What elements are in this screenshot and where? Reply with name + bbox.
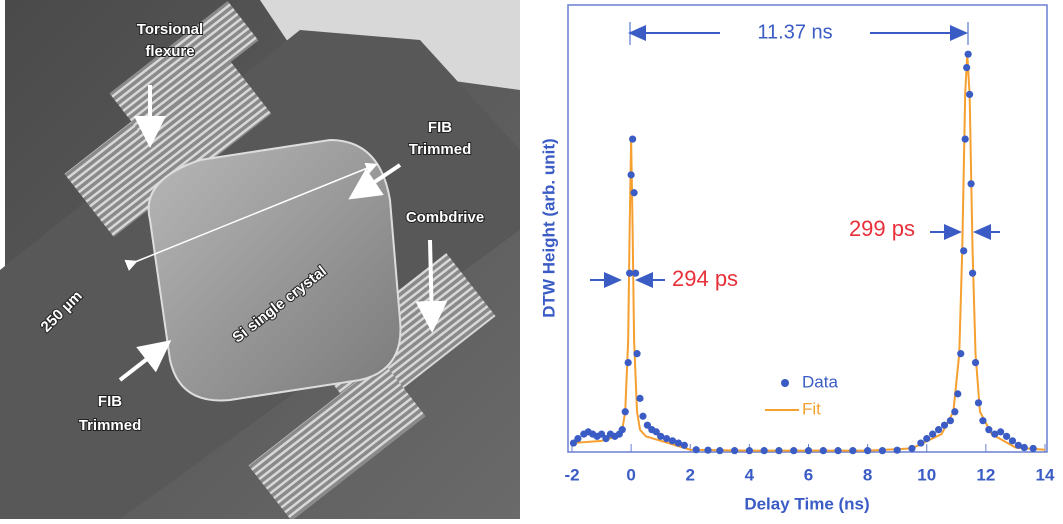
- data-point: [951, 408, 959, 416]
- x-tick-label: 10: [917, 465, 936, 484]
- data-point: [602, 434, 610, 443]
- label: Torsional: [137, 21, 203, 38]
- data-point: [908, 444, 916, 453]
- data-point: [629, 135, 637, 143]
- data-point: [960, 247, 968, 255]
- x-tick-label: 6: [804, 465, 813, 484]
- data-point: [946, 417, 955, 425]
- data-point: [657, 432, 665, 440]
- data-point: [929, 430, 937, 438]
- data-point: [692, 446, 700, 454]
- label: FIB: [98, 393, 122, 410]
- x-tick-label: 2: [686, 465, 695, 484]
- data-point: [954, 390, 962, 398]
- data-point: [663, 434, 671, 443]
- data-point: [1002, 432, 1011, 440]
- data-point: [1020, 443, 1028, 452]
- data-point: [730, 447, 739, 455]
- sem-image: Torsional flexure FIB Trimmed Combdrive …: [0, 0, 520, 521]
- data-point: [626, 269, 634, 277]
- data-point: [961, 135, 969, 143]
- label: flexure: [145, 43, 194, 60]
- legend-label: Fit: [802, 399, 821, 418]
- data-point: [804, 447, 813, 455]
- legend-marker: [781, 379, 789, 387]
- data-point: [917, 439, 925, 447]
- annotation: 11.37 ns: [757, 21, 832, 43]
- data-point: [934, 426, 943, 434]
- data-point: [668, 437, 677, 445]
- annotation: 294 ps: [672, 266, 738, 291]
- data-point: [760, 447, 768, 455]
- data-point: [834, 447, 842, 455]
- data-point: [624, 359, 632, 367]
- data-point: [621, 408, 629, 416]
- x-tick-label: 0: [626, 465, 635, 484]
- data-point: [652, 428, 660, 436]
- y-axis-label: DTW Height (arb. unit): [539, 138, 558, 317]
- x-tick-label: 14: [1036, 465, 1055, 484]
- data-point: [680, 441, 688, 449]
- data-point: [967, 180, 975, 188]
- data-point: [618, 426, 626, 434]
- data-point: [775, 447, 783, 455]
- label: FIB: [428, 119, 452, 136]
- data-point: [997, 428, 1005, 436]
- data-point: [790, 447, 798, 455]
- data-point: [569, 439, 578, 447]
- data-point: [991, 430, 999, 438]
- data-point: [639, 412, 647, 420]
- data-point: [643, 421, 651, 429]
- legend-label: Data: [802, 372, 838, 391]
- x-tick-label: 8: [863, 465, 872, 484]
- data-point: [957, 350, 965, 358]
- data-point: [940, 421, 949, 429]
- x-tick-label: -2: [564, 465, 579, 484]
- data-point: [923, 434, 931, 443]
- label: Trimmed: [409, 141, 472, 158]
- data-point: [864, 447, 872, 455]
- data-point: [968, 269, 977, 277]
- annotation: 299 ps: [849, 216, 915, 241]
- data-point: [979, 417, 987, 425]
- data-point: [964, 50, 972, 58]
- data-point: [674, 439, 683, 447]
- data-point: [1029, 444, 1037, 453]
- x-axis-label: Delay Time (ns): [744, 494, 869, 513]
- data-point: [1014, 441, 1022, 449]
- data-point: [849, 447, 857, 455]
- x-tick-label: 12: [976, 465, 995, 484]
- chart: 11.37 ns 294 ps 299 ps Delay Time (ns) D…: [539, 4, 1055, 513]
- label: Combdrive: [406, 209, 484, 226]
- data-point: [716, 447, 724, 455]
- data-point: [963, 63, 971, 72]
- data-point: [574, 434, 582, 443]
- data-point: [636, 394, 644, 402]
- data-point: [819, 447, 827, 455]
- label: Trimmed: [79, 417, 142, 434]
- data-point: [597, 430, 606, 438]
- data-point: [627, 171, 635, 179]
- data-point: [631, 269, 640, 277]
- data-point: [745, 447, 753, 455]
- data-point: [878, 447, 887, 455]
- x-tick-label: 4: [745, 465, 755, 484]
- data-point: [704, 446, 712, 454]
- data-point: [1008, 437, 1017, 445]
- data-point: [985, 426, 993, 434]
- data-point: [971, 359, 980, 367]
- data-point: [633, 350, 641, 358]
- data-point: [893, 446, 901, 454]
- data-point: [630, 189, 638, 197]
- data-point: [966, 90, 974, 98]
- data-point: [974, 399, 983, 407]
